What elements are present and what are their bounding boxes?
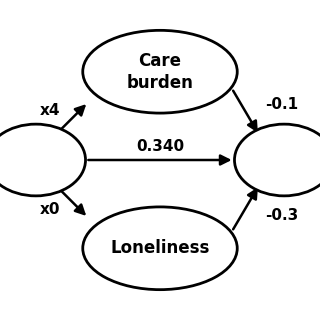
Text: burden: burden	[127, 74, 193, 92]
Ellipse shape	[0, 124, 85, 196]
Text: -0.1: -0.1	[265, 97, 298, 112]
Text: x0: x0	[39, 202, 60, 217]
Text: 0.340: 0.340	[136, 139, 184, 154]
Ellipse shape	[83, 207, 237, 290]
Text: -0.3: -0.3	[265, 208, 298, 223]
Ellipse shape	[235, 124, 320, 196]
Ellipse shape	[83, 30, 237, 113]
Text: x4: x4	[39, 103, 60, 118]
Text: Loneliness: Loneliness	[110, 239, 210, 257]
Text: Care: Care	[139, 52, 181, 70]
